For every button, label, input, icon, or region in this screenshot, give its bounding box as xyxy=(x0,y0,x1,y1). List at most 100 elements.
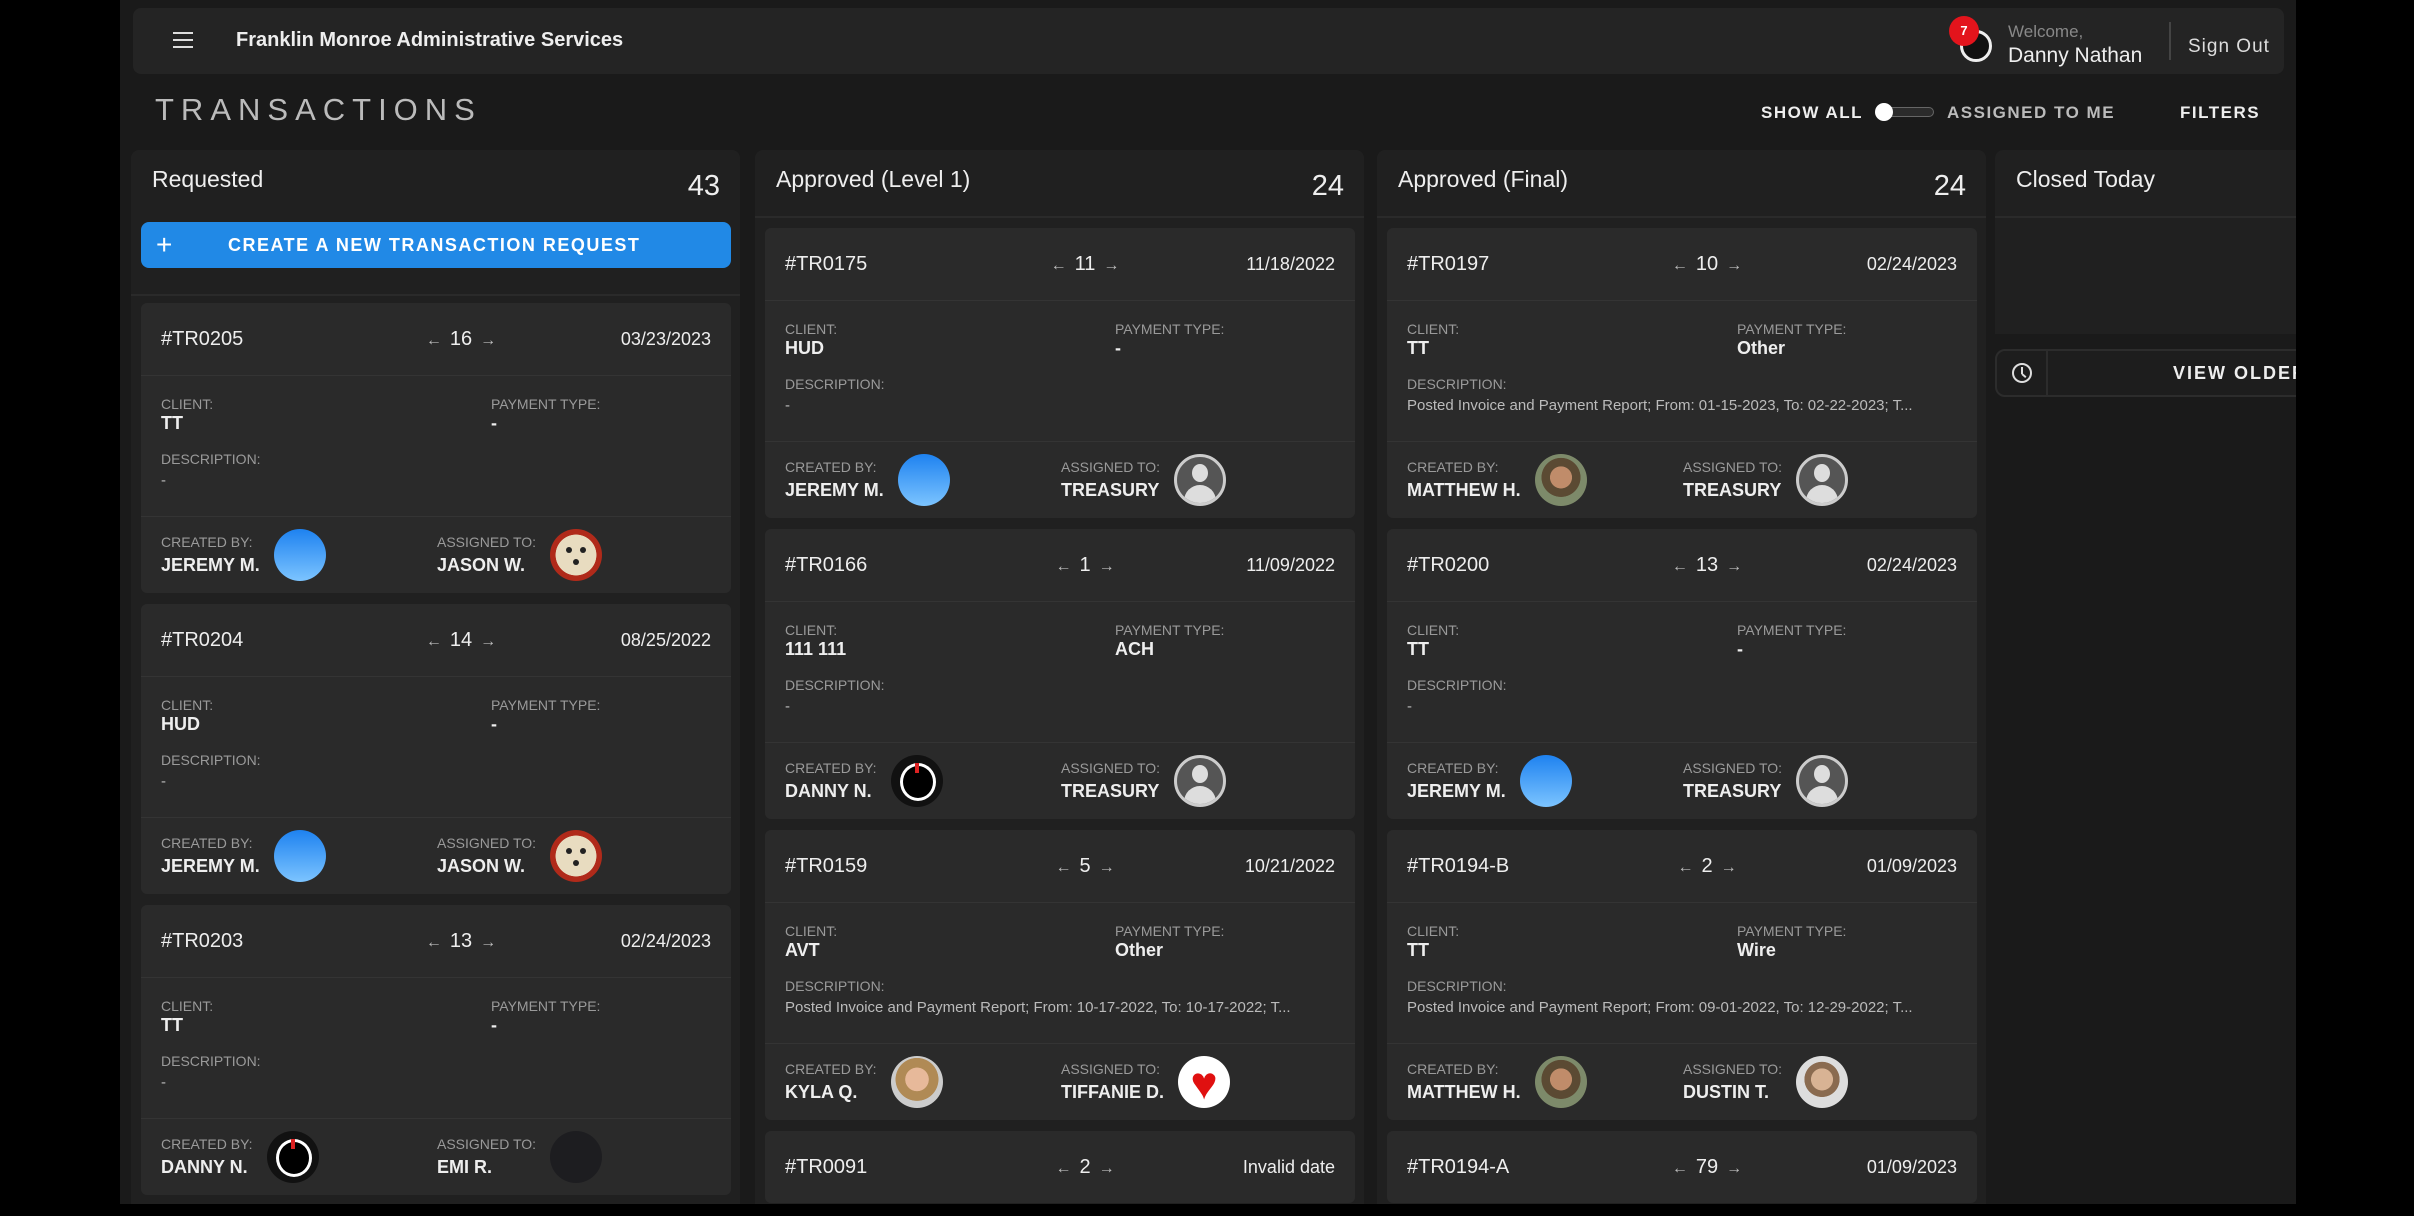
created-by: CREATED BY: JEREMY M. xyxy=(161,529,326,581)
menu-icon[interactable] xyxy=(173,32,193,48)
assigned-info: ASSIGNED TO: TREASURY xyxy=(1061,459,1160,501)
arrow-right-icon[interactable]: → xyxy=(1726,1160,1743,1177)
column-title: Approved (Level 1) xyxy=(776,166,971,192)
transaction-id[interactable]: #TR0175 xyxy=(785,253,868,275)
transaction-card[interactable]: #TR0197 ← 10 → 02/24/2023 CLIENT: TT PAYMENT TY… xyxy=(1387,228,1977,518)
assigned-name: DUSTIN T. xyxy=(1683,1082,1770,1102)
payment-type-label: PAYMENT TYPE: xyxy=(1115,622,1225,638)
create-transaction-button[interactable]: + CREATE A NEW TRANSACTION REQUEST xyxy=(141,222,731,268)
transaction-id[interactable]: #TR0091 xyxy=(785,1156,868,1178)
client-value: TT xyxy=(1407,639,1429,659)
transaction-card[interactable]: #TR0175 ← 11 → 11/18/2022 CLIENT: HUD PAYMENT T… xyxy=(765,228,1355,518)
arrow-right-icon[interactable]: → xyxy=(1098,1160,1115,1177)
arrow-left-icon[interactable]: ← xyxy=(1055,558,1072,575)
assigned-label: ASSIGNED TO: xyxy=(1061,1061,1161,1077)
transaction-card[interactable]: #TR0091 ← 2 → Invalid date xyxy=(765,1131,1355,1203)
created-info: CREATED BY: JEREMY M. xyxy=(785,459,884,501)
arrow-left-icon[interactable]: ← xyxy=(425,633,442,650)
assigned-to-me-label[interactable]: ASSIGNED TO ME xyxy=(1947,103,2116,122)
assigned-label: ASSIGNED TO: xyxy=(437,534,537,550)
transaction-id[interactable]: #TR0197 xyxy=(1407,253,1490,275)
assigned-info: ASSIGNED TO: EMI R. xyxy=(437,1136,536,1178)
arrow-left-icon[interactable]: ← xyxy=(1677,859,1694,876)
arrow-right-icon[interactable]: → xyxy=(1098,558,1115,575)
description-label: DESCRIPTION: xyxy=(1407,677,1507,693)
item-count: 2 xyxy=(1079,1156,1091,1178)
transaction-card[interactable]: #TR0205 ← 16 → 03/23/2023 CLIENT: TT PAYMENT TY… xyxy=(141,303,731,593)
transaction-id[interactable]: #TR0194-B xyxy=(1407,855,1510,877)
transaction-card[interactable]: #TR0203 ← 13 → 02/24/2023 CLIENT: TT PAYMENT TY… xyxy=(141,905,731,1195)
created-name: JEREMY M. xyxy=(161,555,260,575)
column-count: 24 xyxy=(1311,170,1344,202)
item-count: 13 xyxy=(449,930,473,952)
assigned-name: TREASURY xyxy=(1683,781,1782,801)
column-count: 43 xyxy=(687,170,720,202)
transaction-id[interactable]: #TR0166 xyxy=(785,554,868,576)
item-count: 2 xyxy=(1701,855,1713,877)
transaction-card[interactable]: #TR0194-B ← 2 → 01/09/2023 CLIENT: TT PAYMENT T… xyxy=(1387,830,1977,1120)
assigned-avatar xyxy=(1796,1056,1849,1108)
transaction-id[interactable]: #TR0194-A xyxy=(1407,1156,1510,1178)
transaction-card[interactable]: #TR0194-A ← 79 → 01/09/2023 xyxy=(1387,1131,1977,1203)
notification-badge[interactable]: 7 xyxy=(1949,16,1979,46)
assigned-toggle[interactable] xyxy=(1875,103,1934,121)
view-older-button[interactable]: VIEW OLDER xyxy=(1995,349,2296,397)
assigned-avatar xyxy=(1174,755,1227,807)
transaction-date: 01/09/2023 xyxy=(1866,856,1957,876)
item-counter: ← 2 → xyxy=(1647,855,1767,878)
arrow-right-icon[interactable]: → xyxy=(480,934,497,951)
transaction-id[interactable]: #TR0203 xyxy=(161,930,244,952)
transaction-id[interactable]: #TR0200 xyxy=(1407,554,1490,576)
created-label: CREATED BY: xyxy=(785,459,877,475)
arrow-right-icon[interactable]: → xyxy=(1720,859,1737,876)
arrow-right-icon[interactable]: → xyxy=(1103,257,1120,274)
arrow-left-icon[interactable]: ← xyxy=(1671,558,1688,575)
plus-icon: + xyxy=(156,229,174,260)
assigned-by: ASSIGNED TO: TREASURY xyxy=(1061,454,1227,506)
assigned-avatar xyxy=(550,1131,603,1183)
assigned-avatar: ♥ xyxy=(1178,1056,1230,1108)
transaction-id[interactable]: #TR0205 xyxy=(161,328,244,350)
arrow-right-icon[interactable]: → xyxy=(480,633,497,650)
transaction-id[interactable]: #TR0204 xyxy=(161,629,244,651)
filters-button[interactable]: FILTERS xyxy=(2180,103,2261,122)
created-name: JEREMY M. xyxy=(161,856,260,876)
arrow-left-icon[interactable]: ← xyxy=(1050,257,1067,274)
card-list: #TR0205 ← 16 → 03/23/2023 CLIENT: TT PAYMENT TY… xyxy=(141,303,731,1195)
description-value: - xyxy=(785,698,790,715)
top-bar: Franklin Monroe Administrative Services … xyxy=(133,8,2284,74)
card-header: #TR0205 ← 16 → 03/23/2023 xyxy=(141,303,731,376)
transaction-card[interactable]: #TR0204 ← 14 → 08/25/2022 CLIENT: HUD PAYMENT T… xyxy=(141,604,731,894)
arrow-left-icon[interactable]: ← xyxy=(425,934,442,951)
column-closed-today: Closed Today VIEW OLDER xyxy=(1995,150,2296,1204)
transaction-card[interactable]: #TR0200 ← 13 → 02/24/2023 CLIENT: TT PAYMENT TY… xyxy=(1387,529,1977,819)
transaction-card[interactable]: #TR0159 ← 5 → 10/21/2022 CLIENT: AVT PAYMENT TY… xyxy=(765,830,1355,1120)
column-header: Approved (Final) 24 xyxy=(1377,150,1986,218)
sign-out-button[interactable]: Sign Out xyxy=(2188,36,2270,57)
arrow-right-icon[interactable]: → xyxy=(1098,859,1115,876)
card-list: #TR0197 ← 10 → 02/24/2023 CLIENT: TT PAYMENT TY… xyxy=(1387,228,1977,1203)
assigned-info: ASSIGNED TO: JASON W. xyxy=(437,534,536,576)
item-count: 13 xyxy=(1695,554,1719,576)
arrow-left-icon[interactable]: ← xyxy=(425,332,442,349)
transaction-date: 02/24/2023 xyxy=(620,931,711,951)
arrow-right-icon[interactable]: → xyxy=(1726,558,1743,575)
card-body: CLIENT: 111 111 PAYMENT TYPE: ACH DESCRIPTIO… xyxy=(765,602,1355,743)
arrow-left-icon[interactable]: ← xyxy=(1671,1160,1688,1177)
arrow-right-icon[interactable]: → xyxy=(480,332,497,349)
assigned-by: ASSIGNED TO: TREASURY xyxy=(1683,454,1849,506)
transaction-card[interactable]: #TR0166 ← 1 → 11/09/2022 CLIENT: 111 111 PAYMEN… xyxy=(765,529,1355,819)
payment-type-value: - xyxy=(491,714,497,734)
arrow-left-icon[interactable]: ← xyxy=(1055,1160,1072,1177)
item-counter: ← 5 → xyxy=(1025,855,1145,878)
transaction-date: 10/21/2022 xyxy=(1244,856,1335,876)
created-by: CREATED BY: MATTHEW H. xyxy=(1407,1056,1587,1108)
transaction-id[interactable]: #TR0159 xyxy=(785,855,868,877)
arrow-right-icon[interactable]: → xyxy=(1726,257,1743,274)
toggle-knob[interactable] xyxy=(1875,103,1893,121)
arrow-left-icon[interactable]: ← xyxy=(1055,859,1072,876)
assigned-avatar xyxy=(550,529,603,581)
arrow-left-icon[interactable]: ← xyxy=(1671,257,1688,274)
show-all-label[interactable]: SHOW ALL xyxy=(1761,103,1864,122)
client-label: CLIENT: xyxy=(785,923,838,939)
